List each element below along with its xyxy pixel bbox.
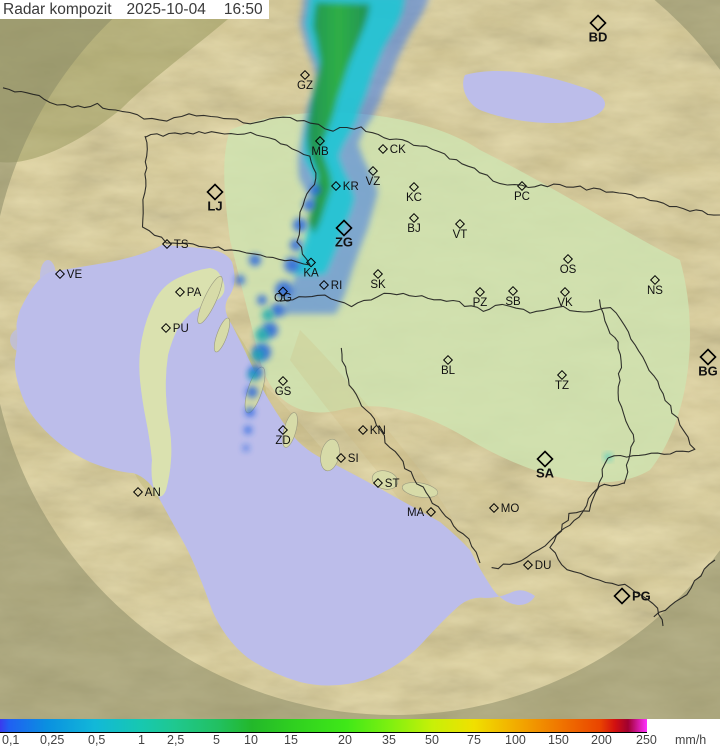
svg-text:DU: DU	[535, 560, 552, 572]
svg-text:BG: BG	[698, 364, 718, 379]
svg-text:MA: MA	[407, 507, 425, 519]
svg-text:PC: PC	[514, 191, 530, 203]
svg-text:OS: OS	[560, 264, 577, 276]
svg-text:BL: BL	[441, 365, 456, 377]
svg-text:VT: VT	[453, 229, 468, 241]
svg-text:ZD: ZD	[275, 435, 290, 447]
svg-text:SI: SI	[348, 453, 359, 465]
svg-text:ST: ST	[385, 478, 400, 490]
svg-text:GZ: GZ	[297, 80, 313, 92]
svg-text:BD: BD	[589, 30, 608, 45]
svg-text:GS: GS	[275, 386, 292, 398]
svg-text:SK: SK	[370, 279, 386, 291]
svg-text:BJ: BJ	[407, 223, 420, 235]
svg-text:MO: MO	[501, 503, 520, 515]
svg-text:PA: PA	[187, 287, 202, 299]
svg-text:SB: SB	[505, 296, 521, 308]
svg-text:MB: MB	[311, 146, 329, 158]
svg-text:PZ: PZ	[473, 297, 488, 309]
svg-text:NS: NS	[647, 285, 663, 297]
svg-text:TS: TS	[174, 239, 189, 251]
svg-text:VZ: VZ	[366, 176, 381, 188]
svg-text:VE: VE	[67, 269, 83, 281]
svg-text:KR: KR	[343, 181, 359, 193]
svg-text:LJ: LJ	[207, 199, 222, 214]
svg-text:CK: CK	[390, 144, 406, 156]
svg-text:RI: RI	[331, 280, 343, 292]
svg-text:AN: AN	[145, 487, 161, 499]
svg-text:KC: KC	[406, 192, 422, 204]
svg-text:SA: SA	[536, 466, 555, 481]
svg-text:OG: OG	[274, 293, 292, 305]
svg-text:TZ: TZ	[555, 380, 569, 392]
svg-text:PU: PU	[173, 323, 189, 335]
svg-text:ZG: ZG	[335, 235, 353, 250]
svg-text:KA: KA	[303, 268, 319, 280]
